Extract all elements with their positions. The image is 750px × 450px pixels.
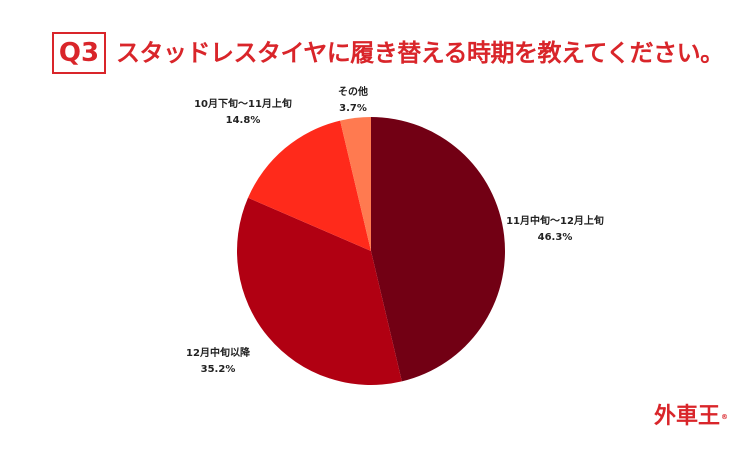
brand-logo: 外車王®: [654, 404, 728, 430]
slice-value-3: 14.8%: [226, 115, 261, 126]
question-title: スタッドレスタイヤに履き替える時期を教えてください。: [116, 39, 724, 67]
slice-label-3: 10月下旬〜11月上旬: [194, 97, 292, 110]
slice-value-1: 46.3%: [538, 232, 573, 243]
registered-mark-icon: ®: [721, 413, 729, 421]
pie-slice-3: [248, 120, 371, 251]
slice-value-2: 35.2%: [201, 364, 236, 375]
pie-slices: [236, 117, 506, 385]
question-number-badge: Q3: [52, 32, 106, 74]
pie-slice-4: [340, 117, 371, 251]
pie-slice-2: [236, 197, 402, 385]
pie-slice-1: [371, 117, 506, 382]
pie-labels: 11月中旬〜12月上旬 46.3% 12月中旬以降 35.2% 10月下旬〜11月上旬 1…: [186, 85, 604, 375]
slice-label-2: 12月中旬以降: [186, 346, 251, 359]
brand-name: 外車王: [654, 404, 721, 429]
slice-label-1: 11月中旬〜12月上旬: [506, 214, 604, 227]
slice-label-4: その他: [338, 85, 368, 98]
slice-value-4: 3.7%: [339, 103, 367, 114]
